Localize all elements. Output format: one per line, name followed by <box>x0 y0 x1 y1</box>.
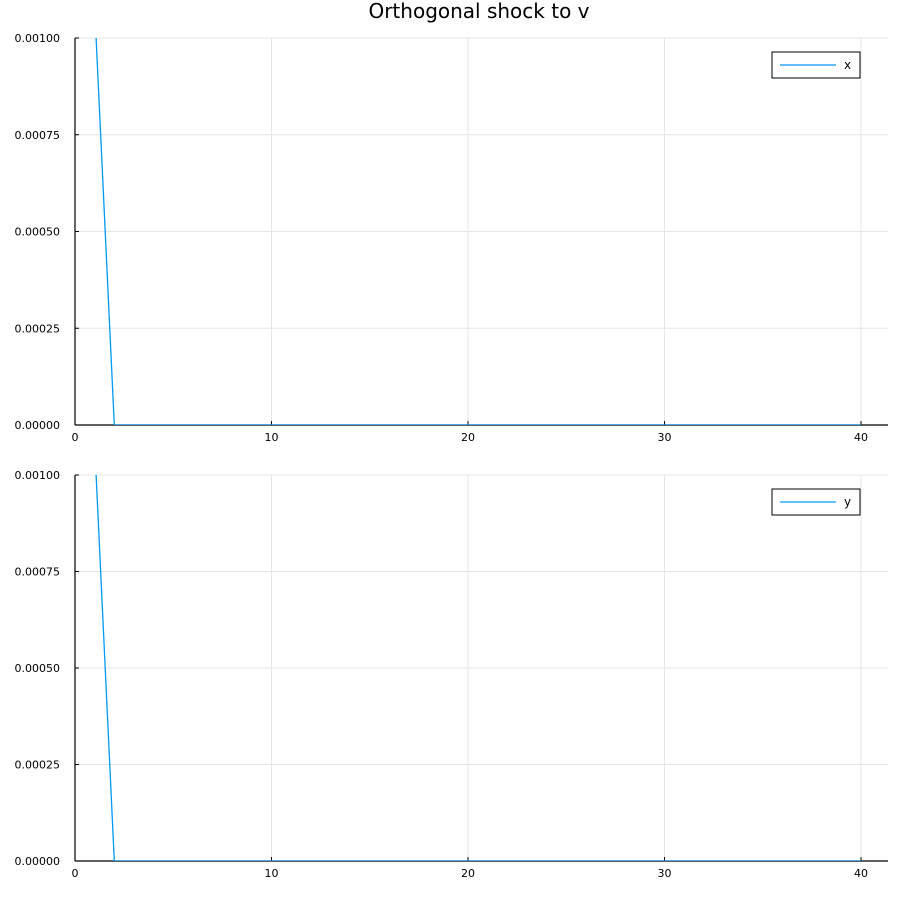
legend-label: x <box>844 58 851 72</box>
x-tick-label: 30 <box>658 867 672 880</box>
x-tick-label: 10 <box>265 431 279 444</box>
subplot-1: 0 10 20 30 40 0.00000 0.00025 0.00050 0.00075 0.0… <box>15 32 888 444</box>
y-tick-label: 0.00100 <box>15 469 61 482</box>
y-tick-label: 0.00075 <box>15 129 61 142</box>
subplot-panels: 0 10 20 30 40 0.00000 0.00025 0.00050 0.00075 0.0… <box>15 32 888 880</box>
x-tick-label: 40 <box>854 867 868 880</box>
x-tick-label: 20 <box>461 431 475 444</box>
y-tick-label: 0.00100 <box>15 32 61 45</box>
x-tick-label: 40 <box>854 431 868 444</box>
y-tick-label: 0.00000 <box>15 855 61 868</box>
x-tick-label: 20 <box>461 867 475 880</box>
legend: y <box>771 488 861 516</box>
y-tick-label: 0.00025 <box>15 759 61 772</box>
series-line-x <box>95 38 861 425</box>
y-tick-label: 0.00050 <box>15 662 61 675</box>
legend: x <box>771 51 861 79</box>
y-tick-label: 0.00075 <box>15 566 61 579</box>
x-tick-label: 0 <box>72 867 79 880</box>
legend-label: y <box>844 495 851 509</box>
figure-title: Orthogonal shock to v <box>368 0 589 23</box>
subplot-2: 0 10 20 30 40 0.00000 0.00025 0.00050 0.00075 0.0… <box>15 469 888 880</box>
x-tick-label: 0 <box>72 431 79 444</box>
y-tick-label: 0.00025 <box>15 322 61 335</box>
x-tick-label: 30 <box>658 431 672 444</box>
series-line-y <box>95 475 861 861</box>
x-tick-label: 10 <box>265 867 279 880</box>
y-tick-label: 0.00050 <box>15 226 61 239</box>
y-tick-label: 0.00000 <box>15 419 61 432</box>
